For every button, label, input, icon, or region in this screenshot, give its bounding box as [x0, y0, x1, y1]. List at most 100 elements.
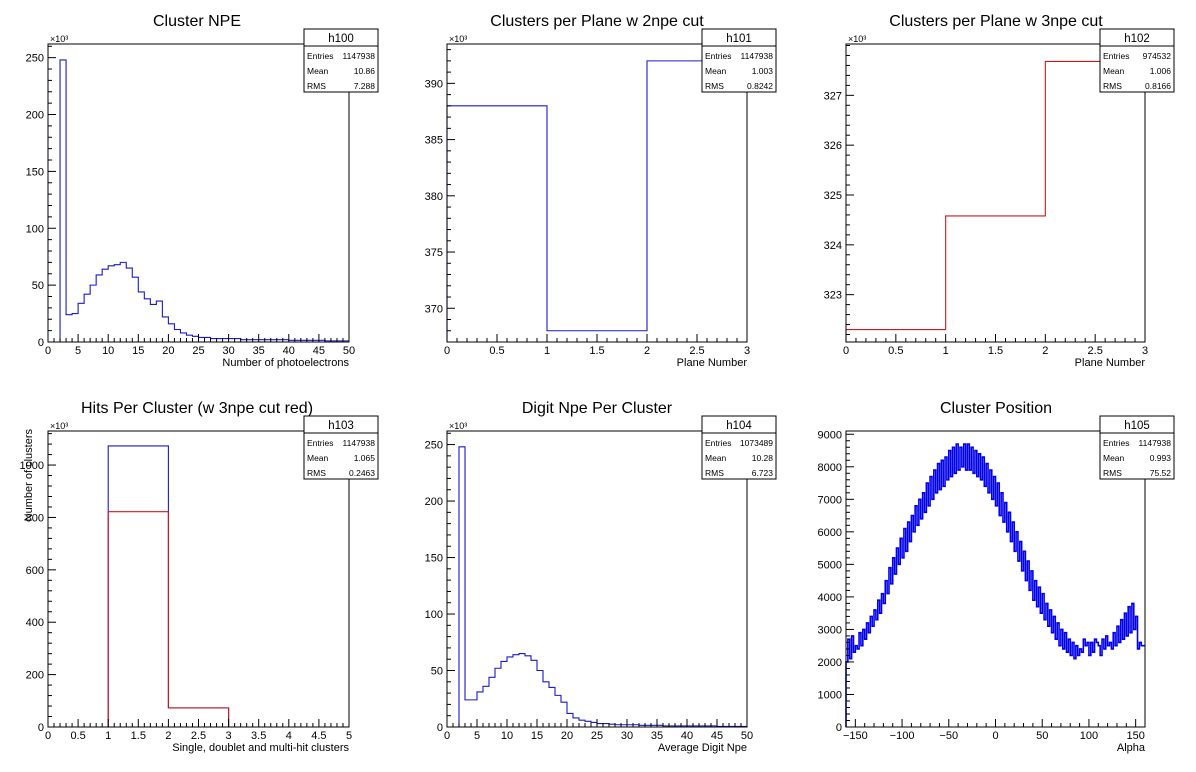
- y-tick-label: 370: [425, 303, 443, 315]
- stats-label: RMS: [705, 468, 724, 478]
- y-tick-label: 7000: [818, 494, 842, 506]
- y-tick-label: 200: [26, 670, 44, 682]
- x-tick-label: 1: [943, 345, 949, 357]
- y-axis-multiplier: ×10³: [848, 34, 866, 44]
- x-axis-label: Plane Number: [1075, 357, 1146, 369]
- stats-label: RMS: [1103, 468, 1122, 478]
- stats-value: 974532: [1143, 51, 1172, 61]
- chart-panel-h104: Digit Npe Per Cluster 0 5 10 15 20 25 30 35 40 45 5…: [425, 400, 777, 754]
- y-axis-multiplier: ×10³: [50, 34, 68, 44]
- x-tick-label: 3: [1142, 345, 1148, 357]
- y-tick-label: 250: [26, 53, 44, 65]
- stats-label: Mean: [307, 66, 329, 76]
- y-tick-label: 325: [824, 190, 842, 202]
- chart-title: Hits Per Cluster (w 3npe cut red): [81, 400, 313, 417]
- x-tick-label: −50: [939, 730, 958, 742]
- x-tick-label: −100: [890, 730, 915, 742]
- stats-label: Entries: [1103, 51, 1129, 61]
- chart-title: Cluster Position: [940, 400, 1052, 417]
- x-tick-label: 20: [162, 345, 174, 357]
- y-tick-label: 200: [26, 110, 44, 122]
- stats-box: [303, 415, 379, 480]
- x-tick-label: 100: [1080, 730, 1098, 742]
- stats-box: [701, 415, 777, 480]
- x-tick-label: 0: [444, 730, 450, 742]
- stats-label: RMS: [307, 81, 326, 91]
- chart-panel-h103: Hits Per Cluster (w 3npe cut red) 0 0.5 1 1.…: [20, 400, 379, 754]
- stats-box: [1099, 415, 1175, 480]
- chart-panel-h105: Cluster Position −150 −100 −50 0 50 100 150 0 100…: [818, 400, 1175, 754]
- x-tick-label: 40: [283, 345, 295, 357]
- x-tick-label: 0: [444, 345, 450, 357]
- x-tick-label: 50: [741, 730, 753, 742]
- y-tick-label: 375: [425, 247, 443, 259]
- histogram-series-0: [447, 446, 747, 728]
- x-tick-label: 25: [591, 730, 603, 742]
- stats-box-name: h105: [1124, 420, 1150, 432]
- x-tick-label: 1.5: [131, 730, 146, 742]
- x-tick-label: 3: [744, 345, 750, 357]
- y-axis-multiplier: ×10³: [449, 34, 467, 44]
- stats-value: 10.86: [354, 66, 376, 76]
- x-tick-label: 0: [843, 345, 849, 357]
- y-tick-label: 250: [425, 440, 443, 452]
- x-tick-label: 25: [192, 345, 204, 357]
- y-tick-label: 100: [26, 223, 44, 235]
- stats-label: Entries: [705, 51, 731, 61]
- stats-label: Mean: [1103, 66, 1125, 76]
- chart-title: Clusters per Plane w 3npe cut: [889, 13, 1103, 30]
- stats-label: Mean: [705, 453, 727, 463]
- stats-value: 0.8166: [1145, 81, 1171, 91]
- x-tick-label: 35: [253, 345, 265, 357]
- stats-value: 7.288: [354, 81, 376, 91]
- histogram-series-0: [48, 59, 349, 343]
- stats-value: 1.006: [1150, 66, 1172, 76]
- x-tick-label: 50: [343, 345, 355, 357]
- chart-panel-h102: Clusters per Plane w 3npe cut 0 0.5 1 1.5 2 2.…: [824, 13, 1175, 369]
- x-tick-label: 30: [222, 345, 234, 357]
- chart-title: Digit Npe Per Cluster: [522, 400, 673, 417]
- x-tick-label: 10: [501, 730, 513, 742]
- y-tick-label: 8000: [818, 462, 842, 474]
- x-tick-label: 0.5: [70, 730, 85, 742]
- stats-box-name: h101: [726, 33, 752, 45]
- stats-value: 1147938: [741, 51, 774, 61]
- x-tick-label: 15: [132, 345, 144, 357]
- y-tick-label: 200: [425, 496, 443, 508]
- histogram-series-0: [446, 60, 747, 342]
- x-axis-label: Average Digit Npe: [658, 742, 747, 754]
- x-tick-label: 2: [644, 345, 650, 357]
- stats-box-name: h103: [328, 420, 354, 432]
- stats-box-name: h100: [328, 33, 354, 45]
- x-tick-label: 10: [102, 345, 114, 357]
- stats-value: 1147938: [343, 438, 376, 448]
- x-tick-label: 2: [1042, 345, 1048, 357]
- x-tick-label: 0: [992, 730, 998, 742]
- y-tick-label: 1000: [818, 689, 842, 701]
- stats-box-name: h104: [726, 420, 752, 432]
- y-tick-label: 9000: [818, 429, 842, 441]
- x-tick-label: 3: [226, 730, 232, 742]
- y-tick-label: 150: [26, 166, 44, 178]
- stats-value: 75.52: [1150, 468, 1172, 478]
- x-tick-label: 40: [681, 730, 693, 742]
- y-tick-label: 5000: [818, 559, 842, 571]
- x-axis-label: Alpha: [1117, 742, 1146, 754]
- x-axis-label: Number of photoelectrons: [222, 357, 349, 369]
- stats-value: 6.723: [752, 468, 774, 478]
- y-tick-label: 380: [425, 191, 443, 203]
- stats-label: RMS: [1103, 81, 1122, 91]
- chart-panel-h101: Clusters per Plane w 2npe cut 0 0.5 1 1.5 2 2.…: [425, 13, 777, 369]
- y-tick-label: 600: [26, 565, 44, 577]
- y-tick-label: 50: [431, 666, 443, 678]
- stats-label: RMS: [705, 81, 724, 91]
- x-tick-label: 45: [711, 730, 723, 742]
- y-tick-label: 1000: [20, 460, 44, 472]
- histogram-series-0: [845, 443, 1145, 727]
- histogram-series-1: [48, 511, 349, 728]
- x-tick-label: 50: [1036, 730, 1048, 742]
- stats-label: Mean: [1103, 453, 1125, 463]
- y-axis-multiplier: ×10³: [50, 421, 68, 431]
- stats-label: Entries: [307, 51, 333, 61]
